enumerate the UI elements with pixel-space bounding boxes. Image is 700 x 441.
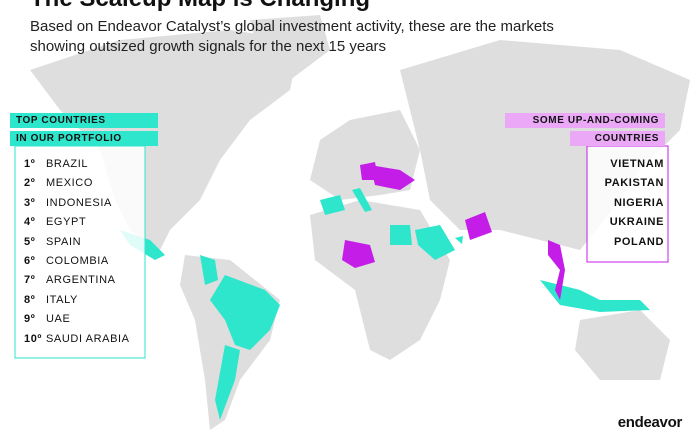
subtitle: showing outsized growth signals for the … xyxy=(30,38,387,55)
rank: 8º xyxy=(24,293,36,306)
emerging-countries xyxy=(342,162,565,300)
list-row: 6º COLOMBIA xyxy=(24,255,109,267)
country-name: UAE xyxy=(46,313,71,326)
list-heading: SOME UP-AND-COMING xyxy=(505,113,665,128)
country-name: POLAND xyxy=(613,235,664,248)
list-row: 10º SAUDI ARABIA xyxy=(24,333,130,345)
list-heading: TOP COUNTRIES xyxy=(10,113,158,128)
country-name: VIETNAM xyxy=(610,158,664,170)
logo: endeavor xyxy=(617,414,683,431)
portfolio-box xyxy=(14,145,146,359)
list-row: 9º UAE xyxy=(24,313,70,325)
rank: 2º xyxy=(24,177,36,190)
emerging-box xyxy=(586,145,669,263)
rank: 7º xyxy=(24,274,36,287)
country-name: SAUDI ARABIA xyxy=(46,332,130,345)
country-name: ARGENTINA xyxy=(46,274,116,287)
list-row: 7º ARGENTINA xyxy=(24,274,116,286)
rank: 10º xyxy=(24,332,43,345)
list-row: 5º SPAIN xyxy=(24,236,81,248)
country-name: BRAZIL xyxy=(46,158,89,170)
subtitle: Based on Endeavor Catalyst’s global inve… xyxy=(30,18,554,35)
rank: 3º xyxy=(24,196,36,209)
rank: 1º xyxy=(24,158,36,170)
list-row: 2º MEXICO xyxy=(24,177,93,189)
list-row: 4º EGYPT xyxy=(24,216,86,228)
country-name: INDONESIA xyxy=(46,196,112,209)
list-row: 3º INDONESIA xyxy=(24,197,112,209)
country-name: NIGERIA xyxy=(613,196,664,209)
country-name: MEXICO xyxy=(46,177,93,190)
country-name: EGYPT xyxy=(46,216,87,229)
portfolio-countries xyxy=(120,188,650,420)
country-name: UKRAINE xyxy=(609,216,664,229)
rank: 9º xyxy=(24,313,36,326)
country-name: ITALY xyxy=(46,293,78,306)
list-row: 1º BRAZIL xyxy=(24,158,88,170)
country-name: PAKISTAN xyxy=(604,177,664,190)
list-heading: COUNTRIES xyxy=(570,131,665,146)
country-name: COLOMBIA xyxy=(46,255,109,267)
rank: 6º xyxy=(24,255,36,267)
title: The Scaleup Map is Changing xyxy=(30,0,370,13)
country-name: SPAIN xyxy=(46,235,82,248)
rank: 5º xyxy=(24,235,36,248)
list-row: 8º ITALY xyxy=(24,294,78,306)
rank: 4º xyxy=(24,216,36,229)
list-heading: IN OUR PORTFOLIO xyxy=(10,131,158,146)
